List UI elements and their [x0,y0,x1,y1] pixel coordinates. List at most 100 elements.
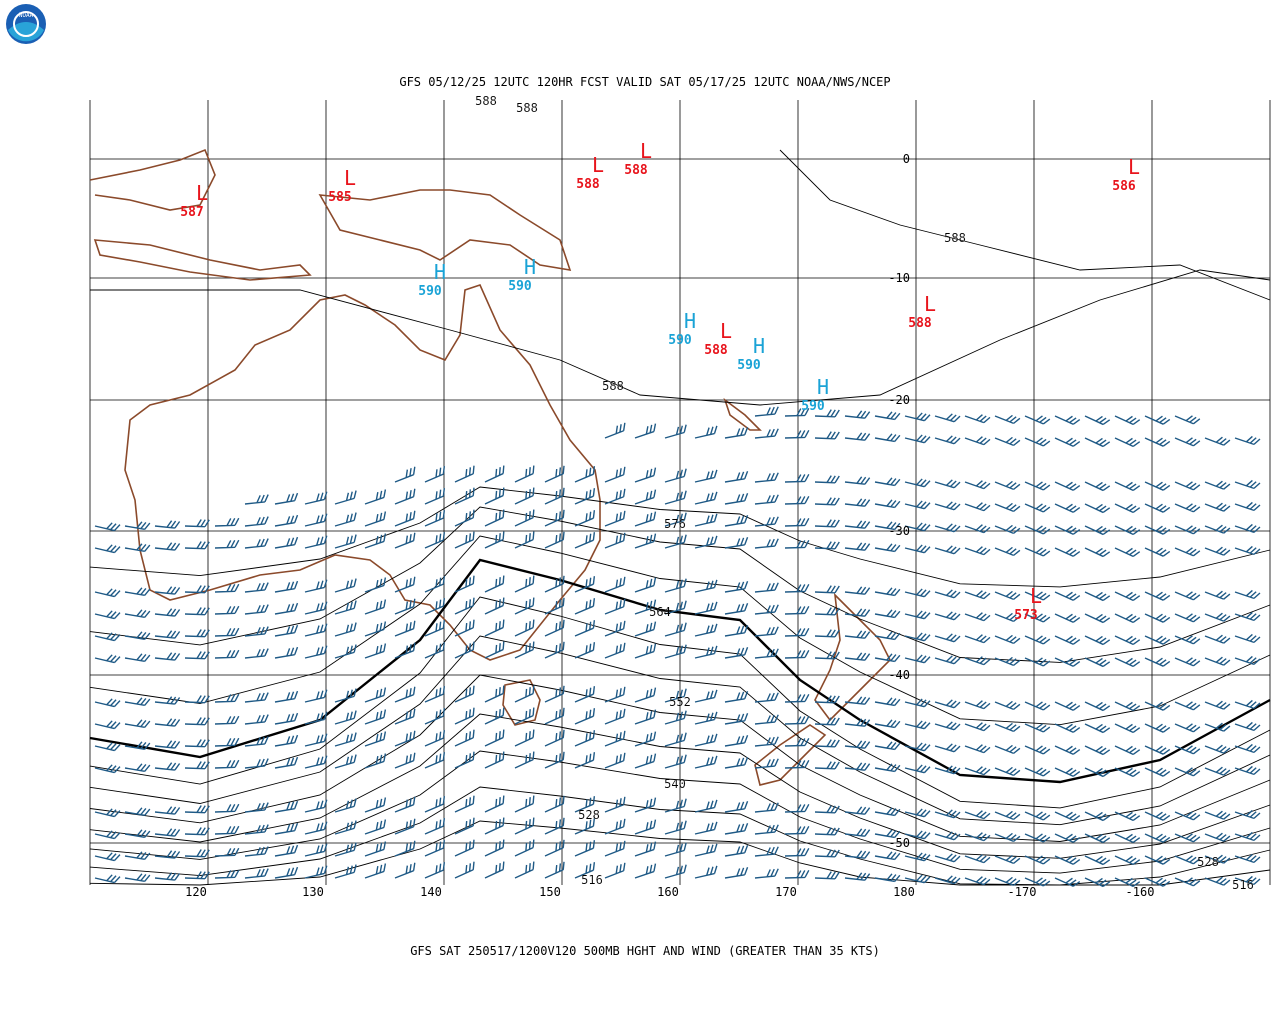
wind-barb [964,612,991,622]
wind-barb [1084,481,1111,492]
wind-barb [604,730,626,747]
center-value: 590 [668,333,692,348]
wind-barb [454,597,475,615]
wind-barb [1234,875,1261,886]
wind-barb [604,862,626,879]
wind-barb [274,536,299,549]
wind-barb [874,653,901,663]
wind-barb [1114,503,1141,514]
wind-barb [1234,501,1261,512]
wind-barb [604,576,626,593]
wind-barb [1114,767,1141,778]
wind-barb [214,803,240,813]
wind-barb [1054,481,1081,491]
center-value: 588 [908,316,932,331]
wind-barb [604,708,626,725]
wind-barb [964,634,991,644]
wind-barb [334,732,357,747]
wind-barb [1024,877,1051,887]
wind-barb [784,496,810,505]
wind-barb [664,578,687,593]
wind-barb [664,732,687,747]
wind-barb [844,586,871,595]
wind-barb [484,751,505,769]
wind-barb [334,842,357,857]
wind-barb [274,580,299,593]
wind-barb [1174,635,1201,645]
wind-barb [514,531,535,549]
wind-barb [484,641,505,659]
australia-coast [124,284,601,661]
wind-barb [124,631,151,641]
wind-barb [904,522,931,532]
wind-barb [184,739,210,748]
height-contours [89,149,1271,886]
wind-barb [394,708,416,725]
wind-barb [394,488,416,505]
wind-barb [634,643,657,659]
logo-text: NOAA [19,12,34,19]
wind-barb [454,619,475,637]
wind-barb [994,634,1021,645]
wind-barb [934,699,961,709]
wind-barb [274,756,299,769]
center-letter: H [684,309,696,333]
wind-barb [694,755,718,769]
wind-barb [124,829,151,839]
longitude-label: 140 [420,885,442,899]
wind-barb [94,742,121,752]
wind-barb [874,697,901,707]
wind-barb [334,600,357,615]
wind-barb [1054,833,1081,843]
wind-barb [574,796,596,813]
wind-barb [964,502,991,512]
wind-barb [424,642,446,659]
wind-barb [694,535,718,549]
wind-barb [274,712,299,725]
wind-barb [724,822,749,835]
wind-barb [724,712,749,725]
map-title: GFS 05/12/25 12UTC 120HR FCST VALID SAT … [399,75,890,89]
wind-barb [454,509,475,527]
wind-barb [244,516,269,527]
wind-barb [1144,481,1171,491]
wind-barb [544,619,565,637]
center-value: 588 [624,163,648,178]
wind-barb [754,758,779,769]
wind-barb [694,491,718,505]
wind-barb [664,512,687,527]
wind-barb [634,841,657,857]
contour-588-north [779,149,1271,301]
indonesia-coast [93,239,312,281]
contour [89,750,1271,874]
wind-barb [274,646,299,659]
longitude-label: -160 [1126,885,1155,899]
wind-barb [754,802,779,813]
wind-barb [904,500,931,510]
wind-barb [784,716,810,725]
wind-barb [514,597,535,615]
wind-barb [1114,833,1141,844]
wind-barb [844,498,871,507]
wind-barb [784,760,810,769]
wind-barb [574,708,596,725]
wind-barb [1054,657,1081,667]
wind-barb [574,620,596,637]
wind-barb [124,543,151,553]
wind-barb [994,656,1021,667]
contour-label: 516 [1232,878,1254,892]
wind-barb [1174,855,1201,865]
wind-barb [724,492,749,505]
wind-barb [844,542,871,551]
wind-barb [1174,701,1201,711]
wind-barb [604,532,626,549]
wind-barb [124,587,151,597]
wind-barb [604,598,626,615]
wind-barb [1084,657,1111,668]
wind-barb [214,693,240,703]
wind-barb [1144,855,1171,865]
wind-barb [424,576,446,593]
wind-barb [1114,525,1141,536]
wind-barb [1174,745,1201,755]
wind-barb [664,820,687,835]
